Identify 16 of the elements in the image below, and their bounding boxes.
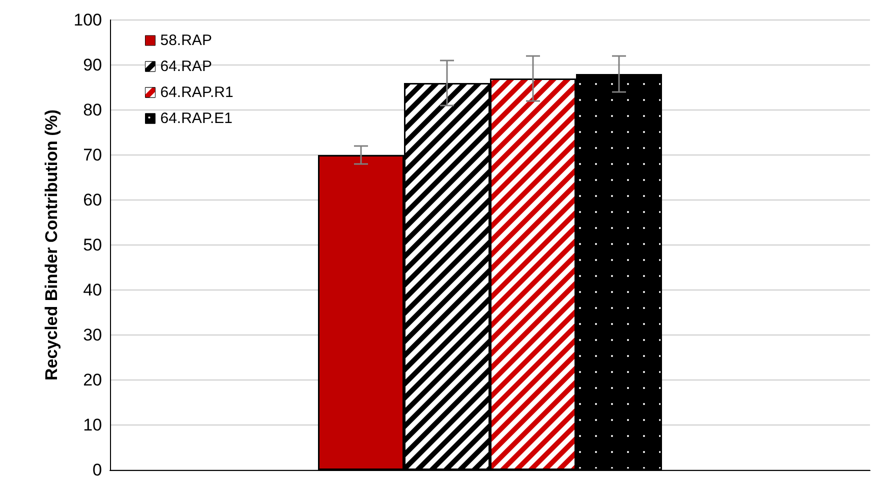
y-tick-label: 90	[83, 56, 102, 74]
y-tick-label: 80	[83, 100, 102, 120]
y-axis-title: Recycled Binder Contribution (%)	[42, 109, 61, 381]
legend-label: 58.RAP	[160, 32, 212, 49]
y-tick-label: 100	[74, 10, 102, 30]
legend-label: 64.RAP	[160, 58, 212, 75]
legend-label: 64.RAP.E1	[160, 110, 233, 127]
y-tick-label: 30	[83, 326, 102, 344]
y-tick-label: 10	[83, 416, 102, 434]
legend-label: 64.RAP.R1	[160, 84, 234, 101]
y-tick-label: 40	[83, 280, 102, 300]
y-tick-label: 0	[92, 460, 102, 480]
y-tick-label: 20	[83, 370, 102, 390]
y-tick-label: 70	[83, 146, 102, 164]
y-tick-label: 60	[83, 190, 102, 210]
y-tick-label: 50	[83, 236, 102, 254]
